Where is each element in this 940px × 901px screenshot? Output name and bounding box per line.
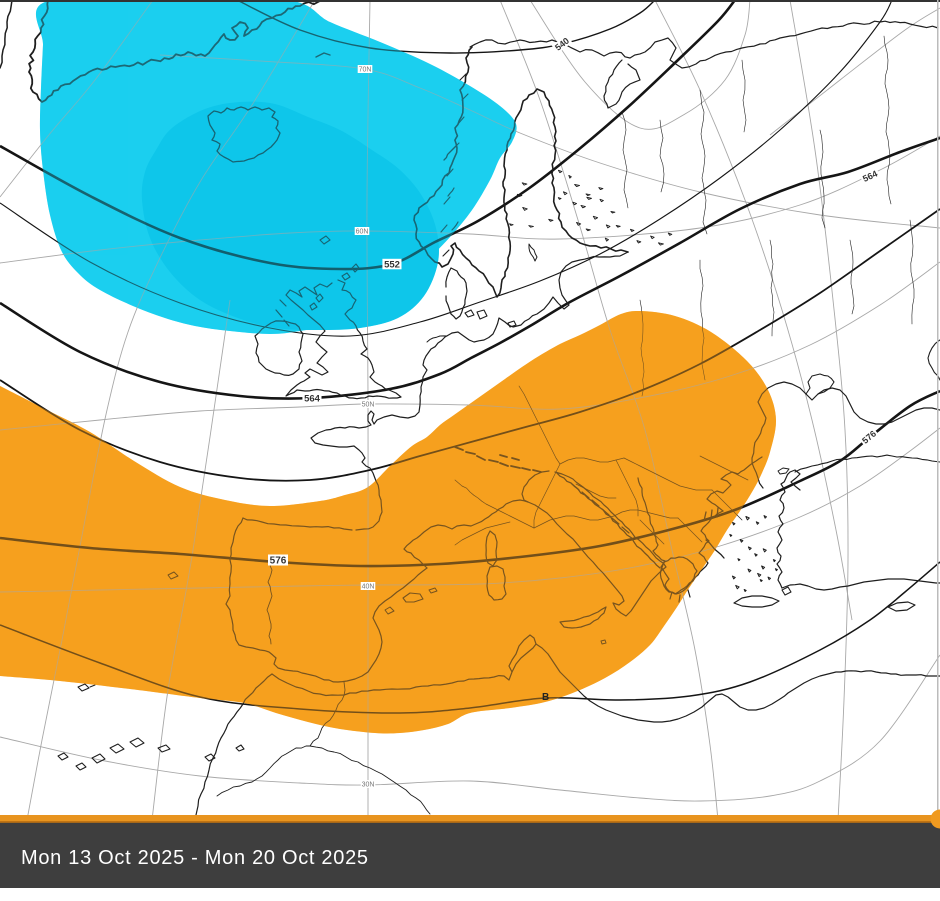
svg-text:B: B: [542, 692, 549, 703]
svg-text:40N: 40N: [362, 584, 375, 591]
svg-text:30N: 30N: [362, 782, 375, 789]
svg-text:552: 552: [384, 259, 400, 270]
svg-text:60N: 60N: [356, 229, 369, 236]
svg-text:50N: 50N: [362, 402, 375, 409]
svg-text:70N: 70N: [359, 67, 372, 74]
svg-text:576: 576: [270, 556, 287, 567]
svg-text:564: 564: [304, 393, 321, 404]
svg-text:Mon 13 Oct 2025 - Mon 20 Oct 2: Mon 13 Oct 2025 - Mon 20 Oct 2025: [21, 847, 369, 869]
